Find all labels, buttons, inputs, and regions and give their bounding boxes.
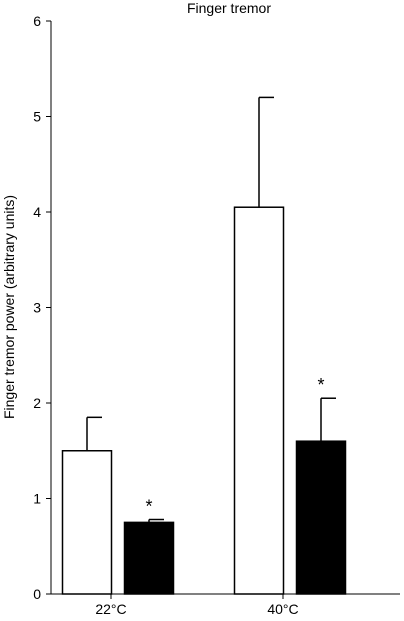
y-tick-label-0: 0 [33, 586, 41, 602]
bar-series1-cat0 [123, 521, 175, 595]
y-tick-label-3: 3 [33, 300, 41, 316]
axes: 0 1 2 3 4 5 6 22°C 40°C [33, 13, 400, 617]
bar-series1-cat1 [295, 440, 347, 595]
bar-series0-cat0 [61, 450, 113, 595]
x-tick-label-0: 22°C [95, 601, 126, 617]
significance-mark-series1-cat0: * [145, 497, 152, 517]
y-tick-label-4: 4 [33, 204, 41, 220]
significance-mark-series1-cat1: * [317, 375, 324, 395]
y-tick-label-1: 1 [33, 491, 41, 507]
y-tick-label-6: 6 [33, 13, 41, 29]
y-axis-label: Finger tremor power (arbitrary units) [1, 195, 17, 419]
bars: ** [61, 96, 347, 595]
x-tick-label-1: 40°C [267, 601, 298, 617]
chart-title: Finger tremor [187, 0, 271, 16]
bar-series0-cat1 [233, 206, 285, 595]
y-tick-label-5: 5 [33, 109, 41, 125]
y-tick-label-2: 2 [33, 395, 41, 411]
